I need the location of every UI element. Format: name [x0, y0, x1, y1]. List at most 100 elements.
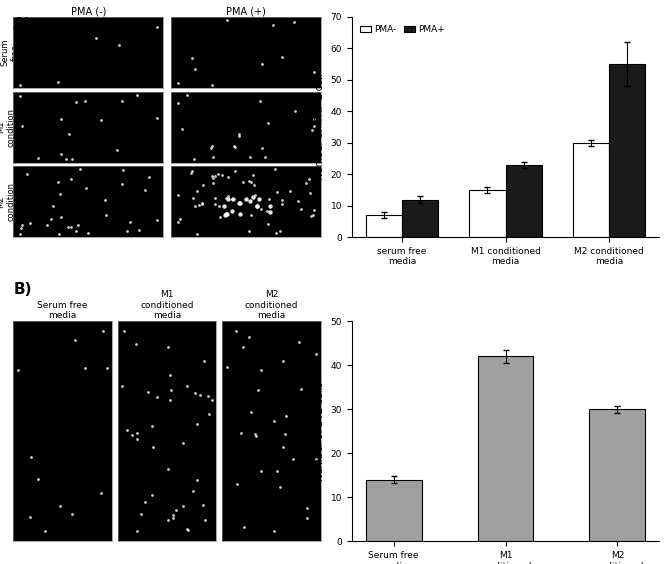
Point	[207, 80, 218, 89]
Point	[80, 364, 91, 373]
Point	[71, 226, 81, 235]
Point	[202, 391, 213, 400]
Point	[244, 226, 254, 235]
Point	[309, 115, 320, 124]
Point	[191, 187, 202, 196]
Point	[83, 228, 93, 237]
Title: PMA (-): PMA (-)	[71, 6, 106, 16]
Point	[187, 487, 198, 496]
Point	[252, 386, 263, 395]
Point	[222, 363, 232, 372]
Point	[272, 466, 282, 475]
Point	[269, 527, 280, 536]
Point	[152, 393, 163, 402]
Point	[237, 343, 248, 352]
Point	[234, 130, 244, 139]
Y-axis label: Serum
free: Serum free	[1, 39, 20, 66]
Point	[220, 209, 231, 218]
Title: M1
conditioned
media: M1 conditioned media	[141, 290, 194, 320]
Point	[296, 205, 306, 214]
Point	[308, 122, 319, 131]
Point	[54, 230, 65, 239]
Point	[190, 64, 200, 73]
Point	[246, 178, 256, 187]
Point	[310, 455, 321, 464]
Point	[173, 217, 184, 226]
Point	[67, 154, 77, 163]
Title: M2
conditioned
media: M2 conditioned media	[245, 290, 298, 320]
Point	[140, 186, 151, 195]
Point	[229, 142, 240, 151]
Point	[25, 219, 35, 228]
Point	[117, 381, 128, 390]
Point	[55, 501, 65, 510]
Point	[292, 196, 303, 205]
Point	[24, 512, 35, 521]
Point	[280, 411, 291, 420]
Point	[122, 426, 133, 435]
Point	[296, 385, 306, 394]
Point	[306, 126, 317, 135]
Point	[132, 434, 143, 443]
Point	[151, 113, 162, 122]
Point	[66, 174, 77, 183]
Point	[304, 188, 315, 197]
Point	[228, 194, 238, 203]
Y-axis label: M2
condition
ed media: M2 condition ed media	[0, 182, 25, 222]
Point	[102, 364, 113, 373]
Point	[192, 475, 202, 484]
Point	[119, 327, 129, 336]
Point	[131, 90, 142, 99]
Point	[170, 506, 181, 515]
Point	[81, 183, 91, 192]
Point	[249, 429, 260, 438]
Point	[33, 474, 44, 483]
Point	[33, 153, 43, 162]
Point	[15, 91, 25, 100]
Point	[234, 131, 244, 140]
Point	[288, 455, 298, 464]
Y-axis label: Number of  THP-1 cell: Number of THP-1 cell	[315, 74, 325, 180]
Point	[178, 439, 188, 448]
Bar	[402, 200, 438, 237]
Point	[117, 96, 127, 105]
Point	[210, 172, 220, 181]
Point	[147, 421, 158, 430]
Point	[214, 213, 225, 222]
Point	[178, 501, 188, 510]
Point	[61, 155, 71, 164]
Point	[208, 173, 218, 182]
Point	[66, 223, 77, 232]
Title: PMA (+): PMA (+)	[226, 6, 266, 16]
Point	[41, 220, 52, 229]
Point	[55, 149, 66, 158]
Point	[278, 443, 288, 452]
Bar	[470, 190, 505, 237]
Point	[252, 202, 262, 211]
Point	[284, 187, 295, 196]
Point	[194, 201, 204, 210]
Point	[168, 510, 178, 519]
Point	[16, 121, 27, 130]
Point	[248, 180, 259, 189]
Point	[189, 155, 200, 164]
Point	[226, 195, 237, 204]
Point	[214, 201, 224, 210]
Point	[294, 337, 304, 346]
Point	[275, 483, 286, 492]
Point	[122, 226, 133, 235]
Point	[241, 195, 252, 204]
Point	[163, 342, 173, 351]
Point	[15, 80, 25, 89]
Point	[245, 196, 256, 205]
Point	[167, 514, 178, 523]
Point	[222, 173, 233, 182]
Point	[172, 98, 183, 107]
Bar	[478, 356, 533, 541]
Point	[91, 33, 101, 42]
Point	[99, 195, 110, 204]
Point	[194, 390, 205, 399]
Text: B): B)	[13, 282, 32, 297]
Point	[234, 210, 245, 219]
Bar	[505, 165, 541, 237]
